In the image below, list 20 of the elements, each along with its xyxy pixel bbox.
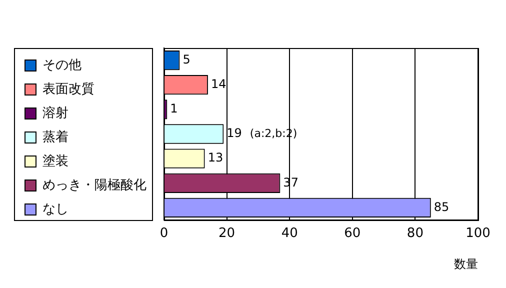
- legend-label: 塗装: [42, 154, 68, 169]
- legend-label: 溶射: [42, 104, 68, 121]
- data-label: 1: [170, 102, 178, 116]
- data-label: 19: [226, 126, 242, 140]
- data-label: 13: [208, 150, 224, 165]
- x-tick-label: 100: [466, 226, 490, 242]
- legend-label: なし: [42, 202, 68, 217]
- x-tick-label: 0: [160, 226, 168, 242]
- data-label: 85: [434, 200, 450, 214]
- legend-label: 蒸着: [42, 128, 68, 145]
- data-label: 14: [210, 76, 226, 91]
- x-tick-label: 60: [344, 226, 361, 242]
- x-tick-label: 20: [218, 226, 236, 242]
- data-label: 5: [182, 52, 190, 66]
- x-axis-title: 数量: [454, 256, 478, 271]
- legend-label: 表面改質: [42, 82, 94, 97]
- legend-label: その他: [42, 58, 82, 73]
- x-tick-label: 80: [406, 226, 424, 242]
- legend-label: めっき・陽極酸化: [42, 178, 146, 193]
- x-tick-label: 40: [281, 226, 298, 242]
